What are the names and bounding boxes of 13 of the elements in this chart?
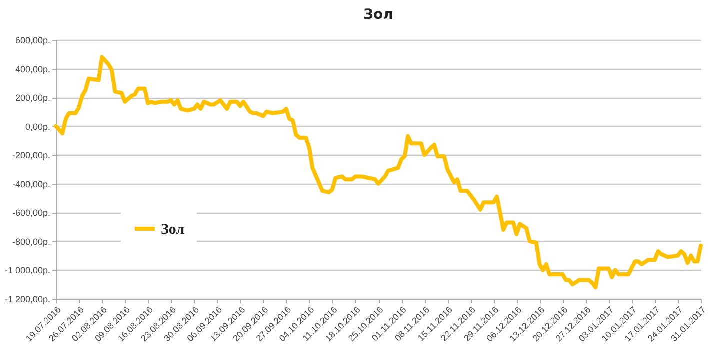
chart-title: Зол xyxy=(364,7,394,23)
y-tick-label: 200,00р. xyxy=(15,93,50,104)
y-tick-label: 400,00р. xyxy=(15,64,50,74)
y-tick-label: 600,00р. xyxy=(15,36,50,46)
line-series xyxy=(54,55,703,290)
y-tick-label: -1 000,00р. xyxy=(4,266,50,276)
y-tick-label: -600,00р. xyxy=(12,208,50,218)
y-tick-label: 0,00р. xyxy=(25,122,50,132)
y-tick-label: -200,00р. xyxy=(12,150,50,161)
y-tick-label: -800,00р. xyxy=(12,236,50,247)
legend-label: Зол xyxy=(161,222,186,238)
y-tick-label: -1 200,00р. xyxy=(4,294,50,304)
y-tick-label: -400,00р. xyxy=(12,179,50,190)
